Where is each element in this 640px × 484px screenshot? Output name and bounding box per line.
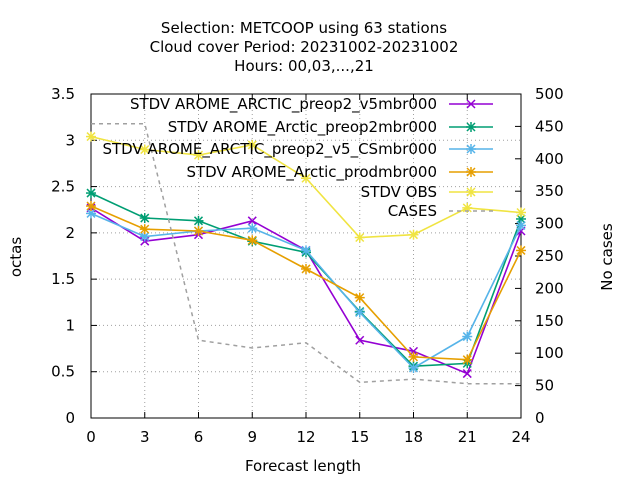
legend-marker <box>466 99 476 109</box>
legend-marker <box>466 187 476 197</box>
legend-item: STDV OBS <box>361 183 493 201</box>
data-point <box>139 224 150 235</box>
series-line <box>90 192 522 368</box>
y-tick-label: 3 <box>65 131 75 149</box>
legend-label: STDV AROME_Arctic_prodmbr000 <box>186 163 437 182</box>
data-point <box>139 144 150 155</box>
data-point <box>516 207 526 218</box>
x-axis-label: Forecast length <box>245 457 361 475</box>
x-tick-label: 12 <box>296 428 315 446</box>
y-tick-label: 3.5 <box>51 85 75 103</box>
legend-item: STDV AROME_ARCTIC_preop2_v5_CSmbr000 <box>102 140 493 159</box>
y2-tick-label: 200 <box>535 279 564 297</box>
data-point <box>408 229 419 240</box>
y-tick-label: 2 <box>65 224 75 242</box>
legend: STDV AROME_ARCTIC_preop2_v5mbr000 STDV AR… <box>102 95 493 220</box>
y2-tick-label: 450 <box>535 117 564 135</box>
data-point <box>462 354 473 365</box>
marker-stroke <box>247 216 257 226</box>
data-point <box>516 245 526 256</box>
data-point <box>86 201 96 212</box>
y2-tick-label: 500 <box>535 85 564 103</box>
legend-item: STDV AROME_ARCTIC_preop2_v5mbr000 <box>130 95 493 114</box>
data-point <box>86 131 96 142</box>
title-line-1: Selection: METCOOP using 63 stations <box>161 19 447 37</box>
y2-tick-label: 400 <box>535 150 564 168</box>
y2-axis-label: No cases <box>598 223 616 291</box>
legend-label: STDV OBS <box>361 183 437 201</box>
legend-label: CASES <box>388 202 437 220</box>
legend-marker <box>466 122 476 132</box>
x-tick-label: 3 <box>140 428 150 446</box>
data-point <box>247 235 258 246</box>
y-tick-label: 0 <box>65 409 75 427</box>
data-point <box>516 220 526 231</box>
data-point <box>462 369 472 379</box>
data-point <box>408 363 419 374</box>
y-tick-label: 1.5 <box>51 270 75 288</box>
marker-stroke <box>462 369 472 379</box>
data-point <box>86 188 96 199</box>
series <box>86 123 526 385</box>
legend-item: STDV AROME_Arctic_prodmbr000 <box>186 163 493 182</box>
series-4 <box>86 201 526 365</box>
data-point <box>247 139 258 150</box>
title-line-3: Hours: 00,03,...,21 <box>234 57 374 75</box>
legend-item: STDV AROME_Arctic_preop2mbr000 <box>168 118 493 137</box>
y2-tick-label: 0 <box>535 409 545 427</box>
legend-label: STDV AROME_ARCTIC_preop2_v5_CSmbr000 <box>102 140 437 159</box>
y2-tick-label: 150 <box>535 312 564 330</box>
x-tick-label: 24 <box>511 428 530 446</box>
x-tick-label: 18 <box>404 428 423 446</box>
y-tick-label: 0.5 <box>51 363 75 381</box>
data-point <box>193 215 204 226</box>
legend-label: STDV AROME_ARCTIC_preop2_v5mbr000 <box>130 95 437 114</box>
legend-marker <box>466 144 476 154</box>
data-point <box>301 263 311 274</box>
x-tick-label: 21 <box>458 428 477 446</box>
y2-tick-label: 300 <box>535 215 564 233</box>
data-point <box>354 232 365 243</box>
series-line <box>91 123 521 385</box>
data-point <box>247 223 258 234</box>
data-point <box>354 292 365 303</box>
data-point <box>355 335 365 345</box>
data-point <box>408 351 419 362</box>
series-5 <box>86 131 526 243</box>
data-point <box>301 173 311 184</box>
data-point <box>301 245 311 256</box>
x-tick-label: 15 <box>350 428 369 446</box>
y-axis-label: octas <box>7 237 25 277</box>
x-tick-label: 9 <box>247 428 257 446</box>
legend-marker <box>466 167 476 177</box>
legend-item: CASES <box>388 202 493 220</box>
data-point <box>462 331 473 342</box>
data-point <box>139 213 150 224</box>
data-point <box>193 150 204 161</box>
y2-tick-label: 250 <box>535 247 564 265</box>
y-tick-label: 1 <box>65 316 75 334</box>
data-point <box>247 216 257 226</box>
y-tick-label: 2.5 <box>51 178 75 196</box>
title-line-2: Cloud cover Period: 20231002-20231002 <box>150 38 459 56</box>
y2-tick-label: 50 <box>535 377 554 395</box>
axes: 0 3 6 9 12 15 18 21 24 0 0.5 1 1.5 2 2.5 3 3.5 0 50 100 150 2… <box>51 85 564 446</box>
data-point <box>193 226 204 237</box>
y2-tick-label: 350 <box>535 182 564 200</box>
chart-title: Selection: METCOOP using 63 stations Clo… <box>150 19 459 75</box>
series-6 <box>91 123 521 385</box>
marker-stroke <box>355 335 365 345</box>
y2-tick-label: 100 <box>535 344 564 362</box>
x-tick-label: 6 <box>194 428 204 446</box>
data-point <box>354 307 365 318</box>
legend-label: STDV AROME_Arctic_preop2mbr000 <box>168 118 437 137</box>
marker-stroke <box>466 99 476 109</box>
x-tick-label: 0 <box>86 428 96 446</box>
